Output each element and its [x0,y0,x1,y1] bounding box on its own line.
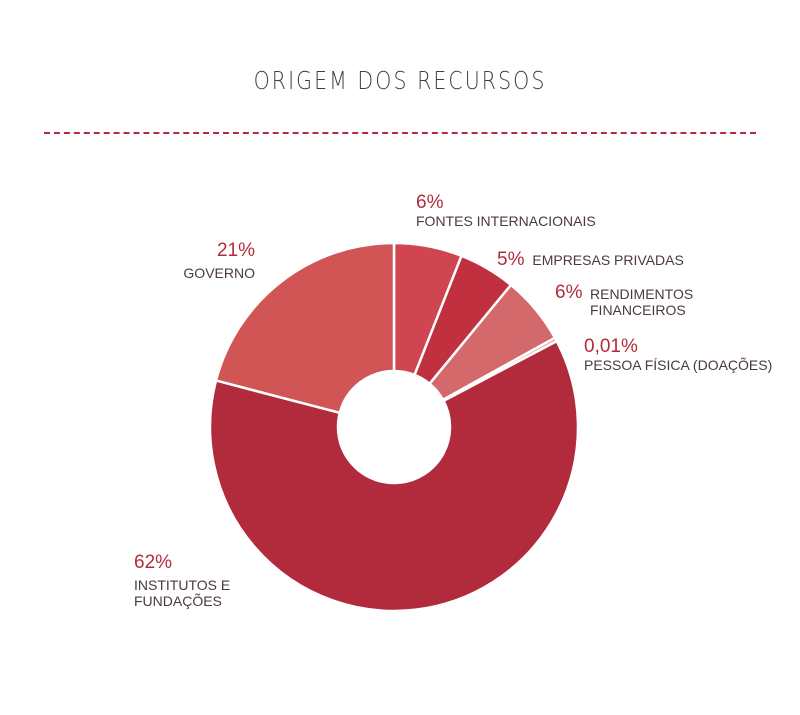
slice-label-pessoa: 0,01% PESSOA FÍSICA (DOAÇÕES) [584,336,773,374]
chart-title: ORIGEM DOS RECURSOS [253,66,547,95]
slice-text-pessoa: PESSOA FÍSICA (DOAÇÕES) [584,357,773,373]
slice-text-institutos: INSTITUTOS E FUNDAÇÕES [134,577,231,609]
slice-pct-institutos: 62% [134,552,173,573]
slice-text-fontes: FONTES INTERNACIONAIS [416,213,596,229]
slice-text-rendimentos: RENDIMENTOS FINANCEIROS [590,286,694,318]
slice-pct-governo: 21% [216,240,255,261]
dashed-divider [44,132,756,134]
slice-institutos [208,339,580,613]
slice-label-institutos: 62% INSTITUTOS E FUNDAÇÕES [134,552,254,610]
slice-label-empresas: 5% EMPRESAS PRIVADAS [497,250,684,270]
slice-pct-empresas: 5% [497,249,525,270]
slice-pct-rendimentos: 6% [555,282,583,303]
slice-text-empresas: EMPRESAS PRIVADAS [532,252,684,268]
slice-label-governo: 21% GOVERNO [178,240,255,282]
slice-label-rendimentos: 6% RENDIMENTOS FINANCEIROS [555,282,715,319]
slice-label-fontes: 6% FONTES INTERNACIONAIS [416,192,596,230]
slice-text-governo: GOVERNO [183,265,255,281]
slice-pct-pessoa: 0,01% [584,336,638,357]
slice-governo [214,241,396,415]
slice-pct-fontes: 6% [416,192,444,213]
